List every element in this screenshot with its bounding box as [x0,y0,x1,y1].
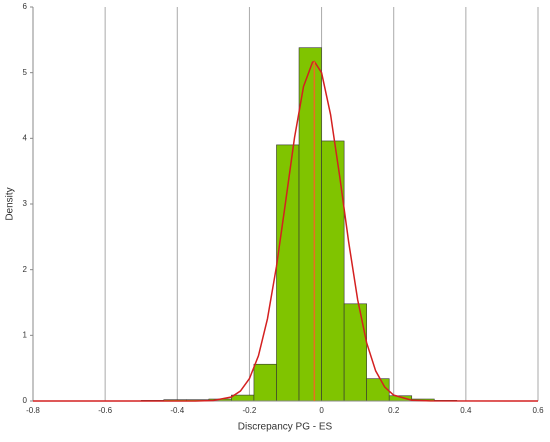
x-tick-label: 0.4 [460,406,472,415]
x-axis-title: Discrepancy PG - ES [238,422,333,433]
y-axis-title: Density [5,187,16,220]
y-tick-label: 2 [23,265,28,274]
bar [366,378,390,402]
bar [231,394,255,402]
x-tick-label: 0 [319,406,324,415]
bar [253,363,277,402]
bar [343,303,367,402]
y-tick-label: 1 [23,330,28,339]
y-tick-label: 5 [23,68,28,77]
x-tick-label: -0.4 [170,406,184,415]
y-tick-label: 4 [23,133,28,142]
y-tick-label: 6 [23,2,28,11]
x-tick-label: 0.2 [388,406,400,415]
density-curve [32,60,539,402]
y-tick-label: 0 [23,396,28,405]
x-tick-label: -0.6 [98,406,112,415]
x-tick-label: 0.6 [532,406,544,415]
bar [298,47,322,402]
y-tick-label: 3 [23,199,28,208]
x-tick-label: -0.8 [26,406,40,415]
x-tick-label: -0.2 [243,406,257,415]
